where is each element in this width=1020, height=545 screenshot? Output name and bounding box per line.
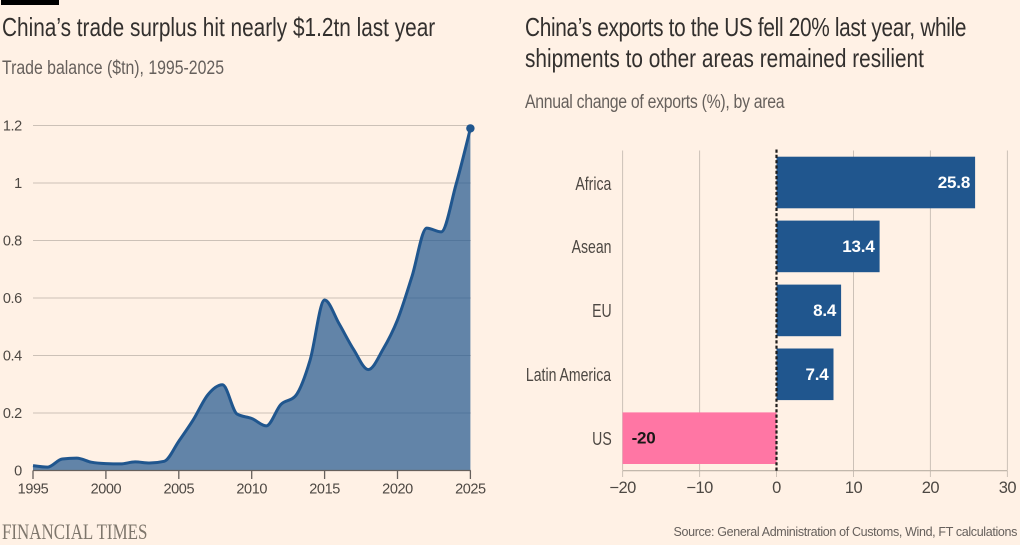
svg-text:2015: 2015 <box>309 482 340 498</box>
svg-text:0: 0 <box>14 464 22 480</box>
svg-text:0.8: 0.8 <box>3 234 22 250</box>
svg-text:2010: 2010 <box>236 482 267 498</box>
svg-text:2000: 2000 <box>91 482 122 498</box>
svg-text:2020: 2020 <box>382 482 413 498</box>
svg-text:0: 0 <box>772 479 781 497</box>
svg-text:7.4: 7.4 <box>805 365 829 384</box>
svg-text:2005: 2005 <box>163 482 194 498</box>
svg-text:-20: -20 <box>632 429 656 448</box>
svg-text:25.8: 25.8 <box>938 173 970 192</box>
svg-text:1: 1 <box>14 176 22 192</box>
svg-text:0.6: 0.6 <box>3 291 22 307</box>
svg-text:1.2: 1.2 <box>3 119 22 135</box>
svg-text:13.4: 13.4 <box>842 237 875 256</box>
svg-text:2025: 2025 <box>455 482 486 498</box>
svg-text:0.4: 0.4 <box>3 349 22 365</box>
svg-text:30: 30 <box>999 479 1017 497</box>
svg-text:20: 20 <box>922 479 940 497</box>
svg-text:8.4: 8.4 <box>813 301 837 320</box>
svg-text:1995: 1995 <box>18 482 49 498</box>
svg-text:−20: −20 <box>609 479 636 497</box>
svg-text:0.2: 0.2 <box>3 406 22 422</box>
svg-text:−10: −10 <box>686 479 713 497</box>
svg-text:10: 10 <box>845 479 863 497</box>
